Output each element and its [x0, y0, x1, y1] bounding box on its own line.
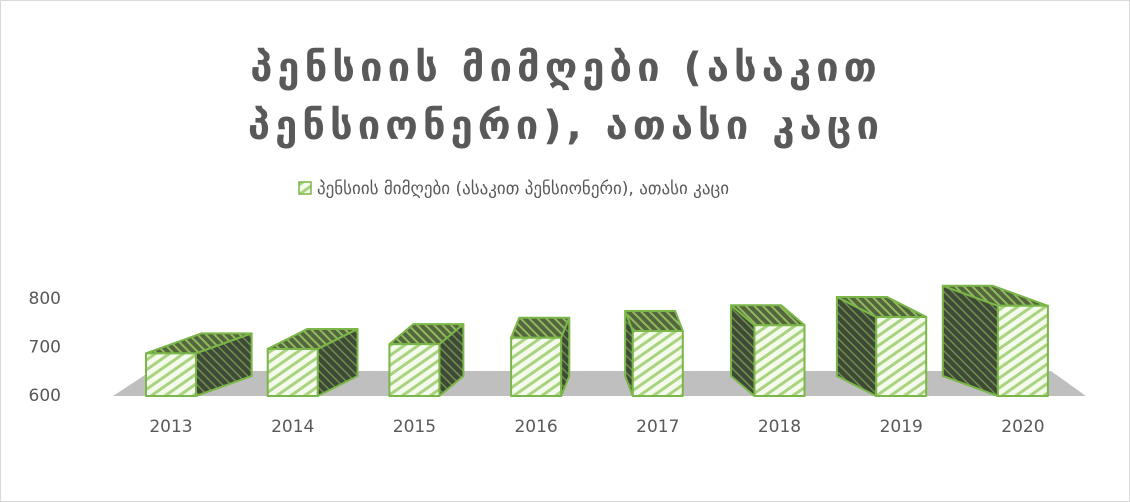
bar-top — [510, 316, 571, 339]
x-tick-label: 2013 — [149, 417, 192, 437]
floor — [113, 371, 1086, 396]
x-tick-label: 2018 — [758, 417, 801, 437]
y-tick-label: 600 — [29, 386, 61, 406]
bar — [631, 330, 684, 398]
chart-title: პენსიის მიმღები (ასაკით პენსიონერი), ათა… — [247, 45, 885, 149]
bar — [145, 352, 197, 398]
bar — [388, 343, 441, 398]
bar — [996, 304, 1049, 398]
y-tick-label: 800 — [29, 289, 61, 309]
bar-top — [624, 310, 684, 333]
legend-swatch — [298, 181, 312, 195]
bar — [753, 324, 806, 397]
x-tick-label: 2015 — [393, 417, 436, 437]
x-tick-label: 2019 — [880, 417, 923, 437]
x-tick-label: 2017 — [636, 417, 679, 437]
x-tick-label: 2020 — [1001, 417, 1044, 437]
legend-label: პენსიის მიმღები (ასაკით პენსიონერი), ათა… — [317, 179, 729, 199]
x-tick-label: 2016 — [514, 417, 557, 437]
bar — [510, 336, 563, 397]
y-tick-label: 700 — [29, 338, 61, 358]
bar — [266, 347, 319, 397]
bar — [875, 315, 928, 398]
x-tick-label: 2014 — [271, 417, 314, 437]
